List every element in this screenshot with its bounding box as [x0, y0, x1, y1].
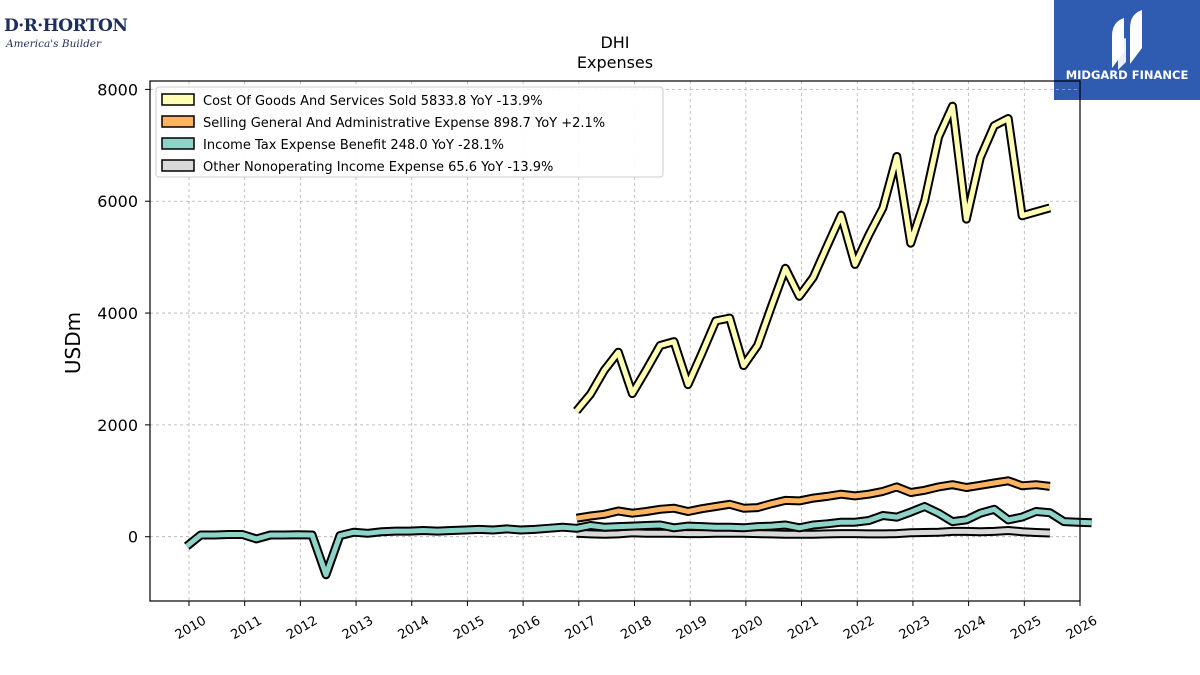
y-axis-label: USDm — [61, 312, 85, 374]
y-tick-label: 2000 — [97, 416, 138, 435]
series-3-line — [185, 504, 1092, 578]
x-tick-label: 2013 — [340, 613, 376, 643]
logo-name-text: MIDGARD FINANCE — [1065, 68, 1189, 82]
legend-entry: Income Tax Expense Benefit 248.0 YoY -28… — [203, 138, 504, 153]
plot-frame — [149, 80, 1081, 602]
series-1-group — [573, 101, 1052, 414]
logo-tagline-text: America's Builder — [6, 38, 102, 50]
x-tick-label: 2023 — [897, 613, 933, 643]
series-4-group — [576, 526, 1051, 539]
series-4-line — [576, 528, 1050, 537]
x-tick-label: 2017 — [563, 613, 599, 643]
legend-swatch — [161, 93, 195, 106]
x-tick-label: 2018 — [618, 613, 654, 643]
legend-entry: Other Nonoperating Income Expense 65.6 Y… — [203, 160, 553, 175]
legend-entry: Selling General And Administrative Expen… — [203, 116, 605, 131]
dr-horton-logo: D·R·HORTON America's Builder — [4, 16, 128, 60]
series-2-line — [576, 478, 1051, 521]
x-tick-label: 2021 — [785, 613, 821, 643]
logo-brand-text: D·R·HORTON — [4, 16, 128, 36]
legend-entry: Cost Of Goods And Services Sold 5833.8 Y… — [203, 94, 543, 109]
series-2-group — [575, 476, 1051, 523]
x-tick-label: 2016 — [507, 613, 543, 643]
x-tick-label: 2026 — [1064, 613, 1100, 643]
x-tick-label: 2025 — [1008, 613, 1044, 643]
x-tick-label: 2014 — [396, 613, 432, 643]
y-tick-label: 0 — [128, 528, 138, 547]
x-tick-label: 2019 — [674, 613, 710, 643]
chart-title-block: DHI Expenses — [415, 33, 815, 73]
x-tick-label: 2010 — [173, 613, 209, 643]
chart-subtitle: Expenses — [576, 53, 654, 72]
series-3-group — [183, 502, 1092, 580]
x-tick-label: 2015 — [451, 613, 487, 643]
y-tick-label: 8000 — [97, 80, 138, 99]
midgard-mark-icon — [1112, 10, 1142, 70]
x-tick-label: 2011 — [229, 613, 265, 643]
legend-swatch — [161, 115, 195, 128]
y-tick-label: 6000 — [97, 192, 138, 211]
x-tick-label: 2022 — [841, 613, 877, 643]
x-tick-label: 2024 — [952, 613, 988, 643]
chart-title: DHI — [600, 33, 630, 52]
legend-swatch — [161, 159, 195, 172]
x-tick-label: 2020 — [730, 613, 766, 643]
midgard-finance-logo: MIDGARD FINANCE — [1054, 0, 1200, 100]
legend-swatch — [161, 137, 195, 150]
x-tick-label: 2012 — [284, 613, 320, 643]
series-1-line — [574, 103, 1051, 413]
legend: Cost Of Goods And Services Sold 5833.8 Y… — [155, 86, 664, 178]
y-tick-label: 4000 — [97, 304, 138, 323]
legend-box — [155, 86, 664, 178]
